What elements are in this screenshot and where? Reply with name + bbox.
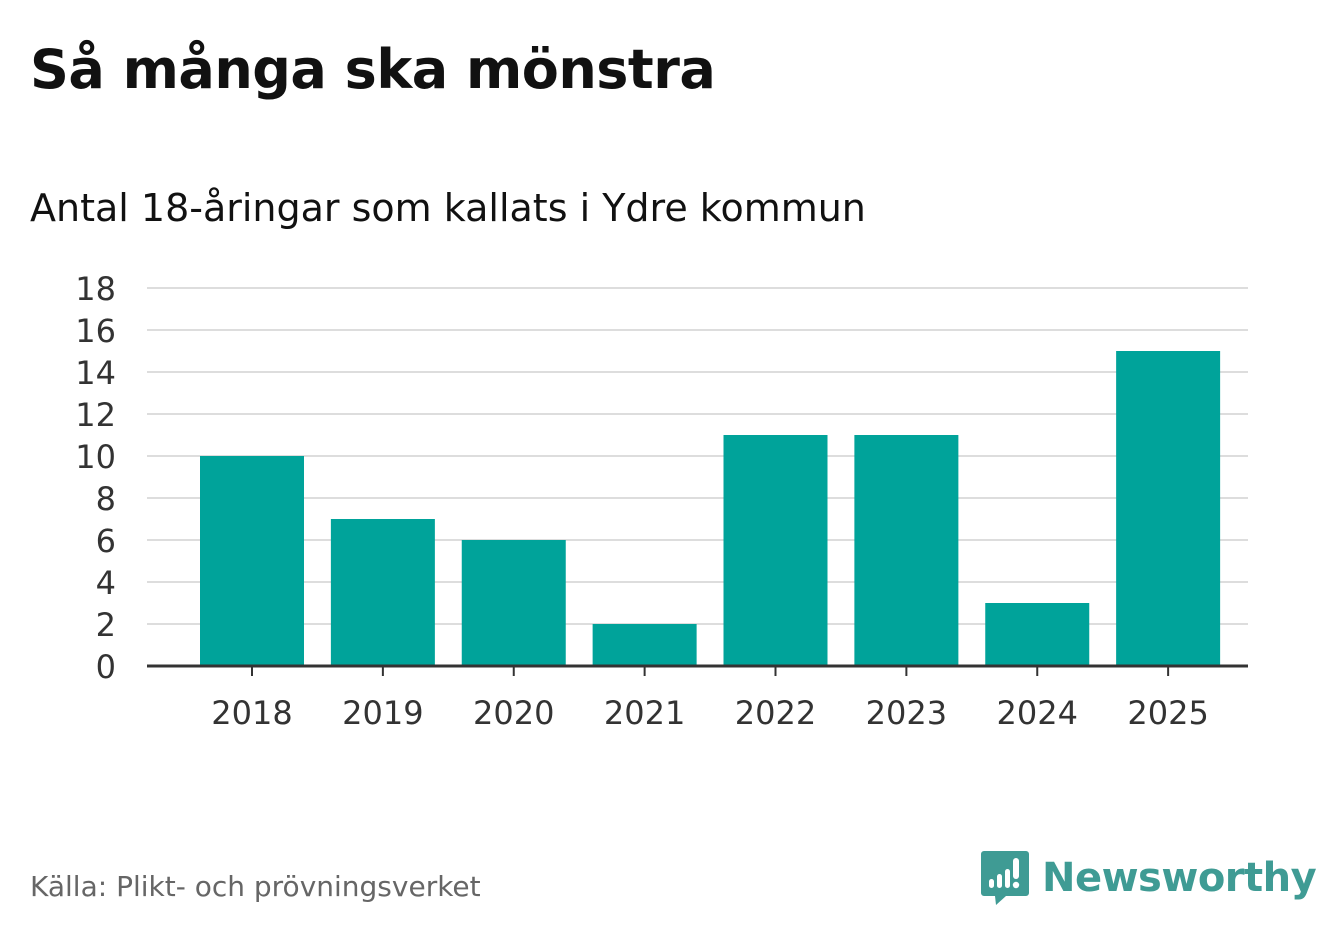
y-tick-label: 10 xyxy=(75,438,116,476)
newsworthy-logo-icon xyxy=(981,851,1029,905)
y-tick-label: 12 xyxy=(75,396,116,434)
y-tick-label: 16 xyxy=(75,312,116,350)
brand-name: Newsworthy xyxy=(1042,855,1317,901)
x-tick-label: 2021 xyxy=(604,694,685,732)
chart-title: Så många ska mönstra xyxy=(30,38,716,101)
x-tick-label: 2022 xyxy=(735,694,816,732)
x-tick-label: 2019 xyxy=(342,694,423,732)
x-tick-label: 2018 xyxy=(211,694,292,732)
bar-2025 xyxy=(1116,351,1221,666)
bar-2022 xyxy=(723,435,828,666)
chart-subtitle: Antal 18-åringar som kallats i Ydre komm… xyxy=(30,186,866,230)
bar-2020 xyxy=(461,540,566,666)
y-tick-label: 18 xyxy=(75,270,116,308)
x-tick-label: 2023 xyxy=(866,694,947,732)
x-tick-label: 2025 xyxy=(1127,694,1208,732)
y-tick-label: 4 xyxy=(96,564,116,602)
y-tick-label: 8 xyxy=(96,480,116,518)
y-tick-label: 0 xyxy=(96,648,116,686)
y-tick-label: 14 xyxy=(75,354,116,392)
source-note: Källa: Plikt- och prövningsverket xyxy=(30,870,481,903)
bar-2018 xyxy=(200,456,304,666)
y-tick-label: 6 xyxy=(96,522,116,560)
bar-2021 xyxy=(592,624,697,666)
bar-2024 xyxy=(985,603,1090,666)
bar-2019 xyxy=(330,519,435,666)
brand-logo: Newsworthy xyxy=(980,848,1317,908)
bar-2023 xyxy=(854,435,959,666)
y-tick-label: 2 xyxy=(96,606,116,644)
x-tick-label: 2020 xyxy=(473,694,554,732)
x-tick-label: 2024 xyxy=(997,694,1078,732)
